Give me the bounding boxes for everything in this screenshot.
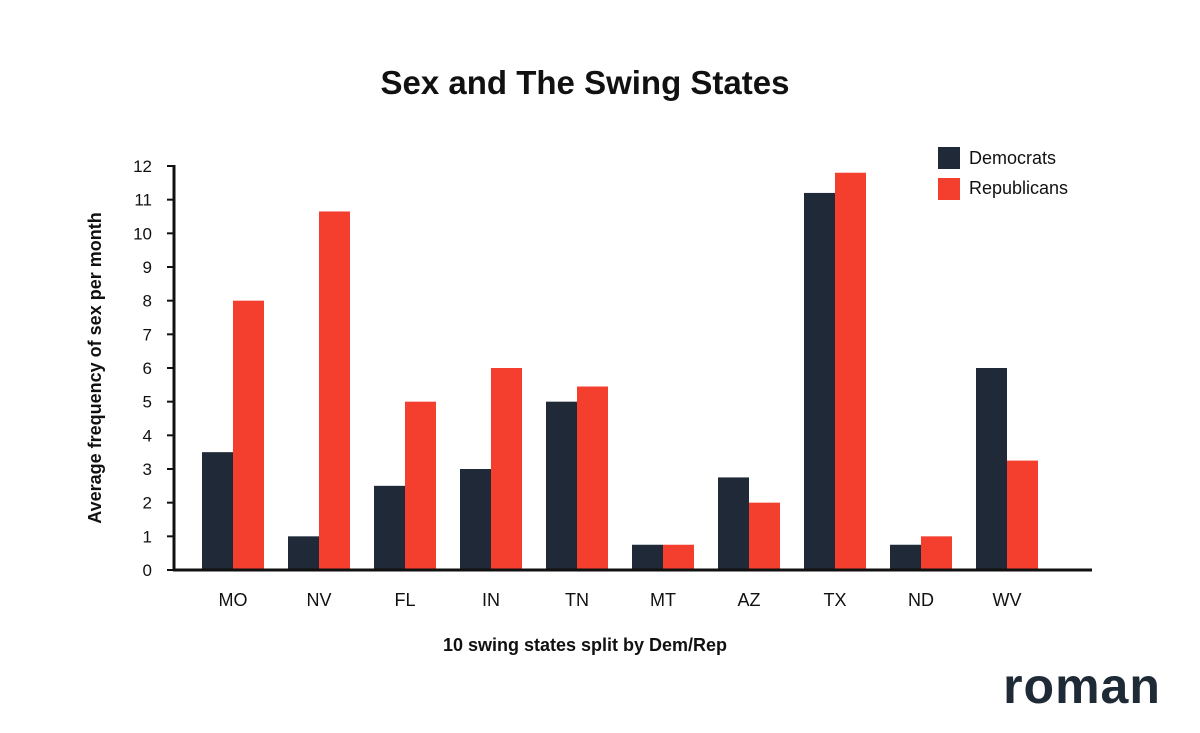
y-tick-label-5: 5: [143, 393, 152, 412]
bars: [202, 172, 1038, 570]
x-tick-label-nd: ND: [908, 590, 934, 610]
y-tick-label-2: 2: [143, 494, 152, 513]
bar-wv-republicans: [1007, 460, 1038, 570]
bar-az-democrats: [718, 477, 749, 570]
legend-swatch-republicans: [938, 178, 960, 200]
y-tick-label-8: 8: [143, 292, 152, 311]
y-tick-label-12: 12: [133, 157, 152, 176]
x-tick-label-tx: TX: [823, 590, 846, 610]
x-tick-label-in: IN: [482, 590, 500, 610]
y-tick-label-10: 10: [133, 224, 152, 243]
x-tick-label-mo: MO: [219, 590, 248, 610]
y-tick-label-4: 4: [143, 426, 152, 445]
legend: Democrats Republicans: [938, 147, 1068, 200]
bar-mo-republicans: [233, 300, 264, 570]
x-tick-label-mt: MT: [650, 590, 676, 610]
y-tick-label-9: 9: [143, 258, 152, 277]
x-tick-label-wv: WV: [993, 590, 1022, 610]
bar-nv-democrats: [288, 536, 319, 570]
bar-fl-democrats: [374, 485, 405, 570]
bar-mt-republicans: [663, 544, 694, 570]
chart-title: Sex and The Swing States: [381, 64, 790, 101]
bar-tx-republicans: [835, 172, 866, 570]
x-axis-categories: MO NV FL IN TN MT AZ TX ND WV: [219, 590, 1022, 610]
x-tick-label-tn: TN: [565, 590, 589, 610]
bar-tn-republicans: [577, 386, 608, 570]
y-tick-label-1: 1: [143, 527, 152, 546]
legend-label-democrats: Democrats: [969, 148, 1056, 168]
bar-in-republicans: [491, 368, 522, 570]
legend-swatch-democrats: [938, 147, 960, 169]
y-tick-label-6: 6: [143, 359, 152, 378]
y-tick-label-3: 3: [143, 460, 152, 479]
bar-nd-democrats: [890, 544, 921, 570]
bar-nv-republicans: [319, 211, 350, 570]
x-tick-label-fl: FL: [394, 590, 415, 610]
bar-az-republicans: [749, 502, 780, 570]
bar-mt-democrats: [632, 544, 663, 570]
x-tick-label-nv: NV: [306, 590, 331, 610]
y-axis-label: Average frequency of sex per month: [85, 212, 105, 523]
y-tick-label-11: 11: [134, 191, 152, 210]
bar-wv-democrats: [976, 368, 1007, 570]
x-axis-label: 10 swing states split by Dem/Rep: [443, 635, 727, 655]
bar-nd-republicans: [921, 536, 952, 570]
bar-tn-democrats: [546, 401, 577, 570]
y-tick-label-0: 0: [143, 561, 152, 580]
bar-mo-democrats: [202, 452, 233, 570]
bar-in-democrats: [460, 469, 491, 570]
legend-label-republicans: Republicans: [969, 178, 1068, 198]
bar-tx-democrats: [804, 192, 835, 570]
brand-logo: roman: [1003, 658, 1161, 714]
bar-fl-republicans: [405, 401, 436, 570]
x-tick-label-az: AZ: [737, 590, 760, 610]
y-tick-label-7: 7: [143, 325, 152, 344]
